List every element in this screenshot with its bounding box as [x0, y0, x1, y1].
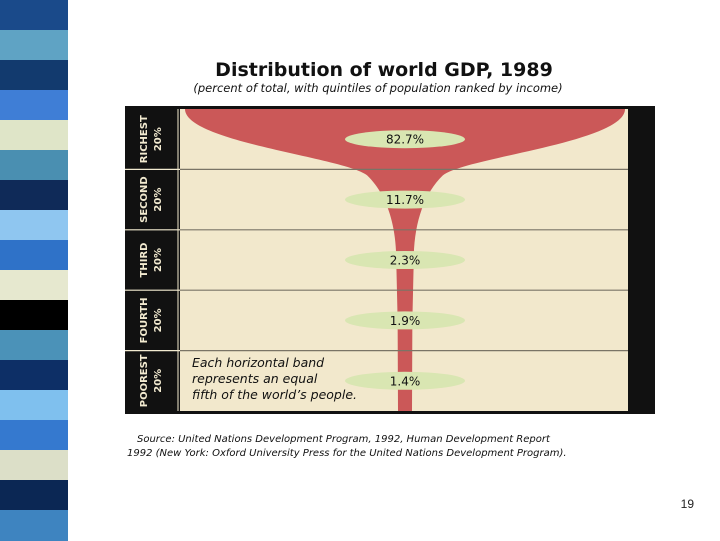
stripe-segment: [0, 270, 68, 301]
annotation-line-2: represents an equal: [192, 371, 318, 386]
stripe-segment: [0, 120, 68, 151]
source-line-2: 1992 (New York: Oxford University Press …: [127, 448, 567, 459]
data-label: 82.7%: [386, 133, 424, 147]
stripe-segment: [0, 0, 68, 31]
plot-area: 82.7%RICHEST 20%11.7%SECOND 20%2.3%THIRD 20…: [125, 106, 655, 414]
category-label: SECOND: [139, 176, 150, 223]
stripe-segment: [0, 30, 68, 61]
stripe-segment: [0, 60, 68, 91]
value-pill: [345, 371, 465, 390]
stripe-segment: [0, 420, 68, 451]
page-number: 19: [680, 497, 694, 511]
category-label-share: 20%: [153, 248, 164, 272]
value-pill: [345, 311, 465, 330]
source-line-1: Source: United Nations Development Progr…: [137, 434, 551, 445]
chart-subtitle: (percent of total, with quintiles of pop…: [193, 81, 562, 95]
value-pill: [345, 190, 465, 209]
stripe-segment: [0, 180, 68, 211]
data-label: 2.3%: [390, 254, 421, 268]
stripe-segment: [0, 360, 68, 391]
annotation-line-3: fifth of the world’s people.: [192, 387, 357, 402]
stripe-segment: [0, 390, 68, 421]
annotation-line-1: Each horizontal band: [192, 355, 324, 370]
category-label-share: 20%: [153, 188, 164, 212]
stripe-segment: [0, 300, 68, 331]
category-label-share: 20%: [153, 369, 164, 393]
stripe-segment: [0, 330, 68, 361]
category-label-share: 20%: [153, 308, 164, 332]
category-label: FOURTH: [139, 297, 150, 343]
stripe-segment: [0, 480, 68, 511]
category-label: POOREST: [139, 354, 150, 407]
category-label: RICHEST: [139, 115, 150, 163]
stripe-segment: [0, 150, 68, 181]
stripe-segment: [0, 240, 68, 271]
stripe-segment: [0, 450, 68, 481]
stripe-segment: [0, 90, 68, 121]
decorative-color-stripe: [0, 0, 68, 541]
data-label: 1.9%: [390, 314, 421, 328]
category-label-share: 20%: [153, 127, 164, 151]
value-pill: [345, 251, 465, 269]
data-label: 1.4%: [390, 374, 421, 388]
stripe-segment: [0, 510, 68, 541]
data-label: 11.7%: [386, 193, 424, 207]
category-label: THIRD: [139, 243, 150, 278]
chart-title: Distribution of world GDP, 1989: [215, 59, 553, 81]
value-pill: [345, 130, 465, 149]
stripe-segment: [0, 210, 68, 241]
